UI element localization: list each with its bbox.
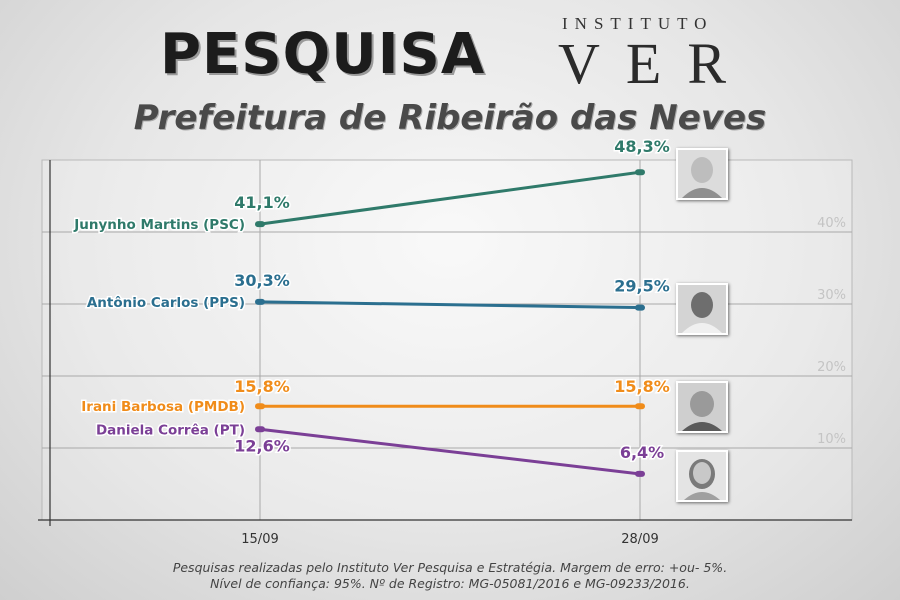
- data-label: 15,8%: [614, 377, 670, 396]
- candidate-photo-junynho: [676, 148, 728, 200]
- series-line: [259, 300, 641, 310]
- person-portrait-icon: [678, 452, 726, 500]
- data-label: 48,3%: [614, 137, 670, 156]
- candidate-photo-irani: [676, 381, 728, 433]
- methodology-line-1: Pesquisas realizadas pelo Instituto Ver …: [172, 560, 728, 575]
- data-point: [255, 403, 265, 410]
- methodology-note: Pesquisas realizadas pelo Instituto Ver …: [0, 560, 900, 592]
- y-tick-label: 30%: [817, 288, 846, 303]
- person-portrait-icon: [678, 285, 726, 333]
- candidate-photo-daniela: [676, 450, 728, 502]
- data-label: 12,6%: [234, 436, 290, 455]
- data-point: [635, 169, 645, 176]
- data-label: 29,5%: [614, 277, 670, 296]
- y-tick-label: 10%: [817, 432, 846, 447]
- report-subtitle: Prefeitura de Ribeirão das Neves: [133, 98, 767, 138]
- plot-area: [41, 159, 853, 521]
- data-point: [255, 221, 265, 228]
- person-portrait-icon: [678, 383, 726, 431]
- methodology-line-2: Nível de confiança: 95%. Nº de Registro:…: [210, 576, 690, 591]
- data-point: [255, 298, 265, 305]
- person-portrait-icon: [678, 150, 726, 198]
- brand-name: VER: [558, 31, 752, 96]
- brand-institute-label: INSTITUTO: [562, 14, 714, 33]
- data-label: 6,4%: [620, 443, 664, 462]
- series-name-label: Irani Barbosa (PMDB): [81, 399, 245, 415]
- series-line: [259, 427, 641, 476]
- y-tick-label: 40%: [817, 216, 846, 231]
- series-line: [259, 170, 641, 226]
- series-name-label: Antônio Carlos (PPS): [87, 295, 245, 311]
- data-point: [635, 470, 645, 477]
- x-tick-label: 15/09: [241, 532, 278, 547]
- x-tick-label: 28/09: [621, 532, 658, 547]
- data-label: 41,1%: [234, 193, 290, 212]
- data-label: 15,8%: [234, 377, 290, 396]
- y-tick-label: 20%: [817, 360, 846, 375]
- candidate-photo-antonio: [676, 283, 728, 335]
- data-point: [255, 426, 265, 433]
- data-point: [635, 403, 645, 410]
- series-name-label: Daniela Corrêa (PT): [96, 422, 245, 438]
- series-name-label: Junynho Martins (PSC): [73, 217, 245, 233]
- data-point: [635, 304, 645, 311]
- report-title: PESQUISA: [160, 22, 486, 87]
- data-label: 30,3%: [234, 271, 290, 290]
